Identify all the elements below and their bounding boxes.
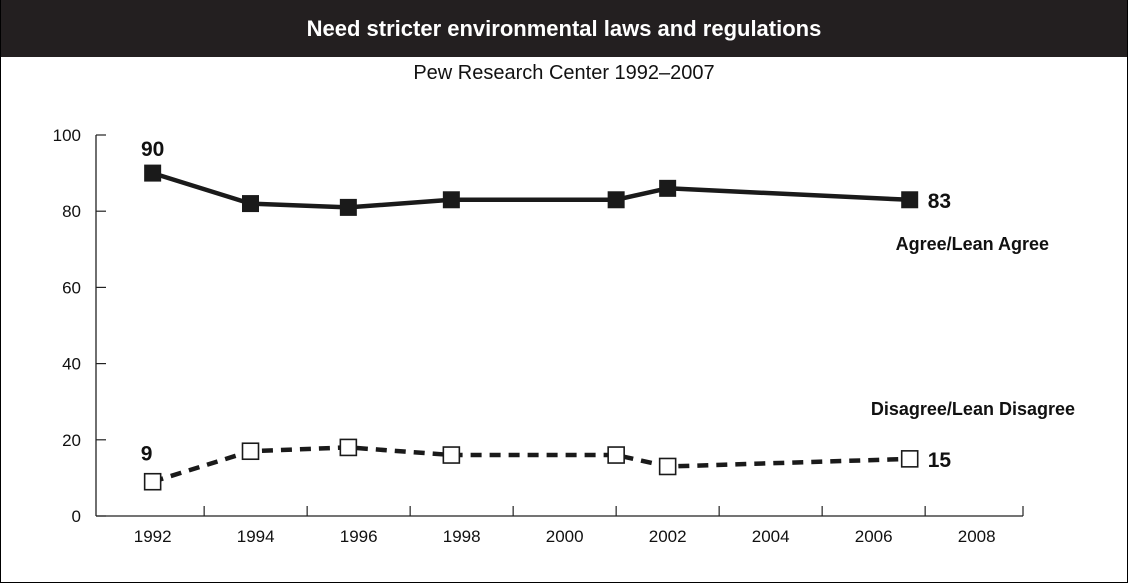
- disagree-point-marker: [241, 442, 260, 461]
- x-tick-label: 1998: [443, 527, 481, 546]
- x-tick-label: 1996: [340, 527, 378, 546]
- x-tick-label: 2004: [752, 527, 790, 546]
- disagree-point-marker: [442, 446, 461, 464]
- agree-point-marker: [442, 191, 460, 209]
- series-line-disagree: [151, 445, 910, 484]
- chart-subtitle: Pew Research Center 1992–2007: [413, 62, 715, 84]
- y-tick-label: 80: [62, 202, 81, 221]
- series-label-disagree: Disagree/Lean Disagree: [871, 399, 1075, 419]
- agree-point-marker: [901, 191, 919, 209]
- agree-point-marker: [144, 164, 162, 182]
- y-tick-label: 20: [62, 431, 81, 450]
- disagree-point-marker: [900, 450, 919, 468]
- x-tick-label: 2006: [855, 527, 893, 546]
- x-tick-label: 1992: [134, 527, 172, 546]
- disagree-point-marker: [143, 472, 162, 491]
- y-tick-label: 100: [53, 126, 81, 145]
- data-label: 90: [141, 138, 164, 161]
- data-label: 83: [928, 190, 951, 213]
- agree-point-marker: [242, 195, 259, 213]
- agree-point-marker: [659, 179, 677, 197]
- series-line-agree: [151, 170, 910, 210]
- data-label: 9: [141, 443, 153, 466]
- x-tick-label: 1994: [237, 527, 275, 546]
- y-tick-label: 0: [72, 507, 81, 526]
- y-tick-label: 60: [62, 278, 81, 297]
- disagree-point-marker: [658, 457, 677, 476]
- x-tick-label: 2008: [958, 527, 996, 546]
- y-tick-label: 40: [62, 355, 81, 374]
- disagree-point-marker: [607, 446, 625, 464]
- chart-title: Need stricter environmental laws and reg…: [1, 0, 1127, 57]
- agree-point-marker: [339, 198, 357, 216]
- x-tick-label: 2000: [546, 527, 584, 546]
- x-tick-label: 2002: [649, 527, 687, 546]
- agree-point-marker: [607, 191, 625, 209]
- data-label: 15: [928, 449, 952, 472]
- disagree-point-marker: [339, 438, 358, 457]
- series-label-agree: Agree/Lean Agree: [896, 234, 1049, 254]
